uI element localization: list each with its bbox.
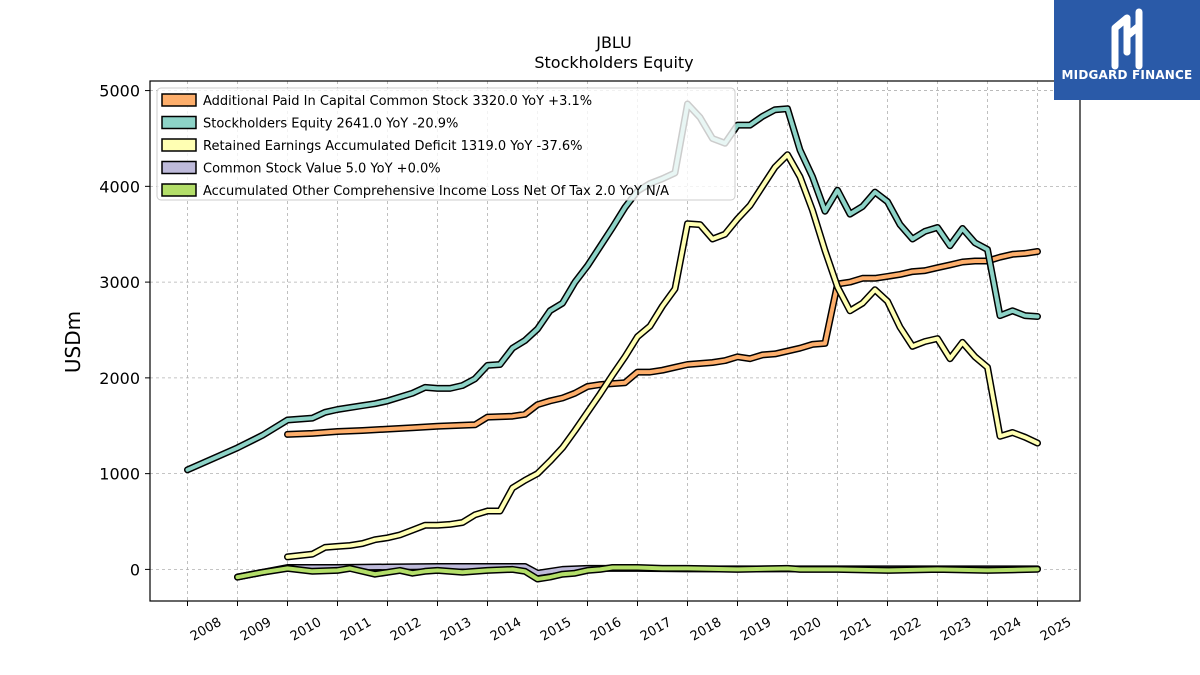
x-tick-label: 2017 [638,615,674,645]
series-line [235,565,1040,581]
legend-box [156,87,736,201]
y-tick-label: 2000 [99,369,140,388]
y-tick-label: 4000 [99,177,140,196]
legend-swatch [161,115,197,130]
x-tick-label: 2022 [888,615,924,645]
midgard-logo-icon [1111,8,1143,70]
y-tick-label: 3000 [99,273,140,292]
x-tick-label: 2020 [788,615,824,645]
x-tick-label: 2021 [838,615,874,645]
x-tick-label: 2012 [388,615,424,645]
legend-label: Accumulated Other Comprehensive Income L… [203,184,669,199]
x-tick-label: 2009 [238,615,274,645]
x-tick-label: 2010 [288,615,324,645]
legend-swatch [161,160,197,175]
x-tick-label: 2018 [688,615,724,645]
legend-label: Common Stock Value 5.0 YoY +0.0% [203,162,441,177]
chart-title: JBLU [595,33,632,52]
plot-area-frame [149,80,1081,602]
brand-name: MIDGARD FINANCE [1061,68,1193,82]
series-line-outline [284,151,1041,561]
x-tick-label: 2014 [488,615,524,645]
x-tick-label: 2008 [188,615,224,645]
legend-label: Retained Earnings Accumulated Deficit 13… [203,139,582,154]
series-line [285,249,1040,437]
legend-swatch [161,93,197,107]
y-tick-label: 0 [130,560,140,579]
x-tick-label: 2023 [938,615,974,645]
x-tick-label: 2019 [738,615,774,645]
x-tick-label: 2016 [588,615,624,645]
x-tick-label: 2025 [1038,615,1074,645]
series-line [285,152,1040,559]
y-tick-label: 1000 [99,465,140,484]
chart-subtitle: Stockholders Equity [534,53,693,72]
y-tick-label: 5000 [99,82,140,101]
y-axis-label: USDm [61,311,85,373]
brand-logo: MIDGARD FINANCE [1054,0,1200,100]
legend-label: Additional Paid In Capital Common Stock … [203,94,592,109]
legend: Additional Paid In Capital Common Stock … [156,87,736,201]
legend-label: Stockholders Equity 2641.0 YoY -20.9% [203,117,458,132]
legend-swatch [161,183,197,197]
legend-swatch [161,138,197,152]
x-tick-label: 2013 [438,615,474,645]
x-tick-label: 2015 [538,615,574,645]
x-tick-label: 2011 [338,615,374,645]
x-tick-label: 2024 [988,615,1024,645]
